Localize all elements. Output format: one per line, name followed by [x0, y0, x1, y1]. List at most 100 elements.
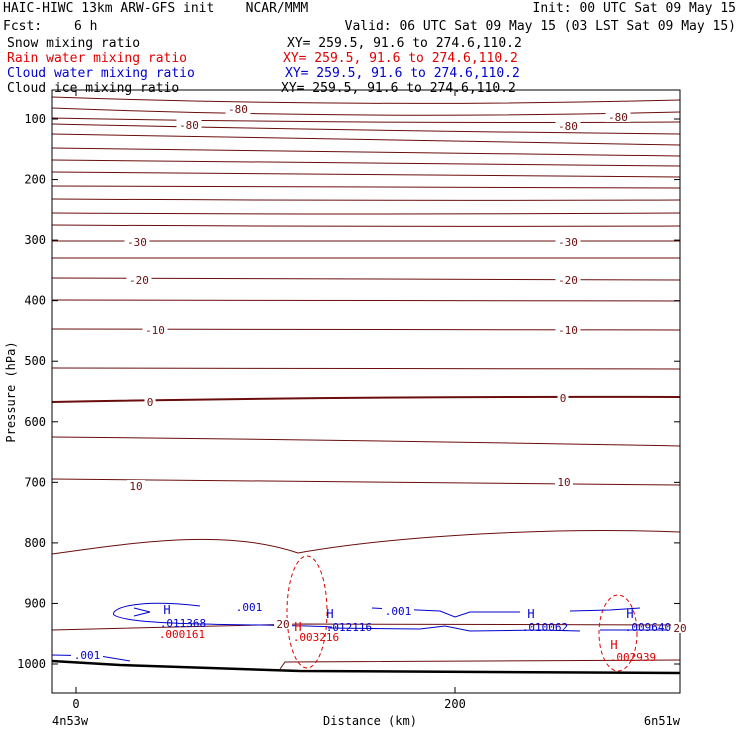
contour-label-bg [382, 605, 414, 616]
y-tick-label: 200 [24, 173, 46, 187]
terrain [51, 659, 681, 675]
temperature-contour-label: -80 [608, 111, 628, 124]
isotherm-line [51, 117, 681, 123]
contour-label-bg [274, 618, 292, 629]
forecast-hours: 6 h [74, 19, 98, 34]
cloud-water-contour-label: .001 [236, 601, 263, 614]
rain-max-value: .000161 [159, 628, 205, 641]
contour-label-bg [555, 274, 581, 285]
isotherm-line [51, 147, 681, 157]
field-cloudice-name: Cloud ice mixing ratio [7, 81, 180, 96]
temperature-contour-label: -80 [179, 119, 199, 132]
rain-max-value: .003216 [293, 631, 339, 644]
isotherm-line [51, 224, 681, 227]
isotherm-line [51, 133, 681, 146]
isotherm-line [51, 367, 681, 370]
temperature-contour-label: -80 [228, 103, 248, 116]
field-cloudice-xy: XY= 259.5, 91.6 to 274.6,110.2 [281, 81, 516, 96]
rain-max-value: .002939 [610, 651, 656, 664]
cloud-water-max-value: .011368 [160, 617, 206, 630]
y-tick-label: 300 [24, 233, 46, 247]
temperature-contour-label: 0 [560, 392, 567, 405]
contour-label-bg [555, 120, 581, 131]
x-axis-label: Distance (km) [323, 714, 417, 728]
isotherm-line [51, 530, 681, 555]
temperature-contour-label: -20 [129, 274, 149, 287]
isotherm-line [51, 198, 681, 201]
rain-max-symbol: H [610, 638, 617, 652]
y-tick-label: 500 [24, 354, 46, 368]
temperature-contour-label: 10 [557, 476, 570, 489]
isotherm-line [279, 659, 681, 670]
temperature-contour-label: -30 [558, 236, 578, 249]
temperature-contour-label: 10 [129, 480, 142, 493]
contour-label-bg [225, 103, 251, 114]
forecast-label: Fcst: [3, 19, 43, 34]
contour-label-bg [126, 274, 152, 285]
valid-time: Valid: 06 UTC Sat 09 May 15 (03 LST Sat … [344, 19, 736, 34]
field-rain-name: Rain water mixing ratio [7, 51, 188, 66]
cloud-water-contour [113, 602, 333, 628]
model-title: HAIC-HIWC 13km ARW-GFS init NCAR/MMM [3, 1, 309, 16]
temperature-contour-label: 0 [147, 396, 154, 409]
field-snow-name: Snow mixing ratio [7, 36, 141, 51]
cloud-water-contour-label: .001 [74, 649, 101, 662]
isotherm-line [51, 107, 681, 116]
left-endpoint-label: 4n53w [52, 714, 89, 728]
temperature-contour-label: 20 [276, 618, 289, 631]
contour-label-bg [176, 119, 202, 130]
y-tick-label: 600 [24, 415, 46, 429]
cloud-water-contour [569, 607, 641, 612]
temperature-contour-label: -10 [558, 324, 578, 337]
cloud-water-contour [327, 625, 581, 632]
cloud-water-max-symbol: H [163, 603, 170, 617]
contour-label-bg [144, 396, 156, 407]
isotherm-line [51, 96, 681, 104]
cloud-water-contour [371, 607, 520, 618]
contour-label-bg [555, 324, 581, 335]
cloud-water-max-value: .009640 [625, 621, 671, 634]
temperature-contour-label: -80 [558, 120, 578, 133]
isotherm-line [51, 123, 681, 135]
rain-contour [286, 555, 328, 669]
contour-label-bg [233, 601, 265, 612]
contour-label-bg [142, 324, 168, 335]
contour-label-bg [605, 111, 631, 122]
cloud-water-contours [51, 602, 668, 662]
cloud-water-contour-label: .001 [385, 605, 412, 618]
cloud-water-contour [133, 607, 151, 617]
temperature-contour-label: -30 [127, 236, 147, 249]
temperature-contour-label: -10 [145, 324, 165, 337]
isotherm-line [51, 212, 681, 215]
rain-max-symbol: H [294, 620, 301, 634]
isotherm-line [51, 436, 681, 447]
isotherm-line [51, 328, 681, 331]
isotherm-line [51, 623, 681, 631]
contour-label-bg [127, 480, 145, 491]
x-tick-label: 0 [72, 697, 79, 711]
cloud-water-max-value: .012116 [326, 621, 372, 634]
rain-contour [598, 594, 638, 672]
rain-contours [286, 555, 638, 672]
right-endpoint-label: 6n51w [644, 714, 681, 728]
contour-label-bg [555, 476, 573, 487]
contour-label-bg [71, 649, 103, 660]
cloud-water-max-symbol: H [626, 607, 633, 621]
isotherm-zero-line [51, 395, 681, 403]
contour-label-bg [555, 236, 581, 247]
y-tick-label: 700 [24, 475, 46, 489]
y-tick-label: 800 [24, 536, 46, 550]
init-time: Init: 00 UTC Sat 09 May 15 [532, 1, 737, 16]
cloud-water-max-value: .010062 [522, 621, 568, 634]
isotherm-line [51, 171, 681, 178]
x-tick-label: 200 [444, 697, 466, 711]
y-tick-label: 100 [24, 112, 46, 126]
chart-labels: -80 -80 -80 -80 -30 -30 -20 -20 -10 -10 0 0 10 10 20 20… [71, 103, 689, 664]
temperature-contour-label: 20 [673, 622, 686, 635]
temperature-contour-label: -20 [558, 274, 578, 287]
field-cloudwater-xy: XY= 259.5, 91.6 to 274.6,110.2 [285, 66, 520, 81]
field-rain-xy: XY= 259.5, 91.6 to 274.6,110.2 [283, 51, 518, 66]
isotherm-line [51, 185, 681, 189]
